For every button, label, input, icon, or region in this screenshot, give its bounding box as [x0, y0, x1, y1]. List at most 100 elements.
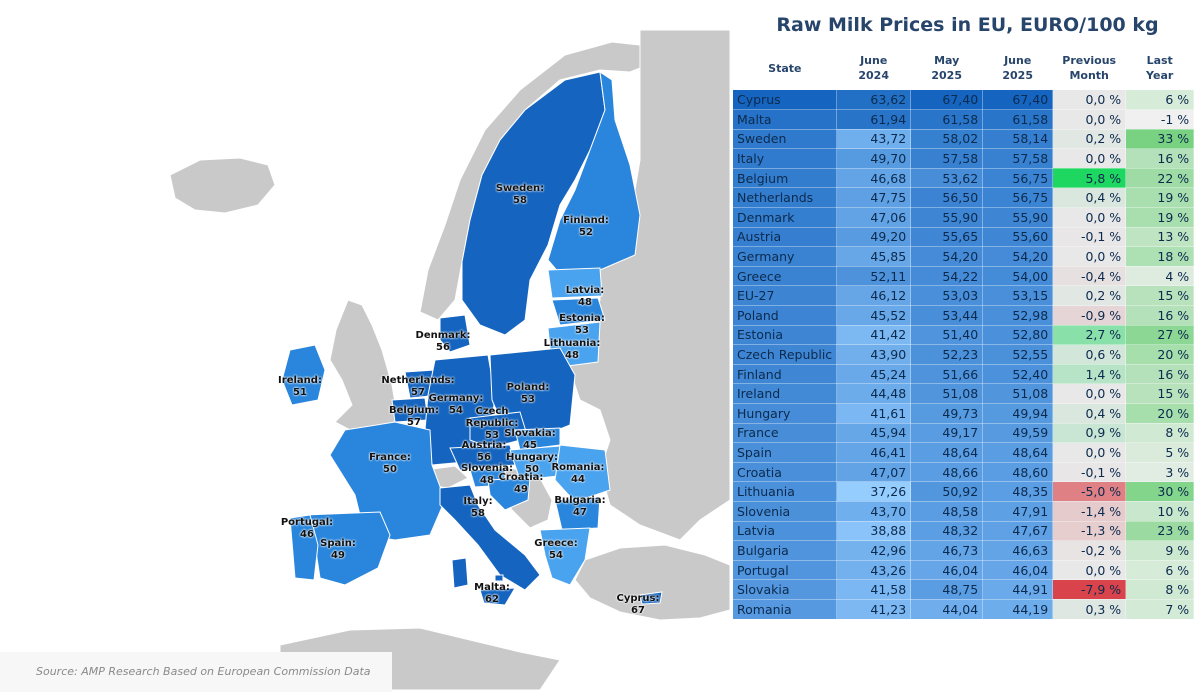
map-label-value: 57: [411, 387, 425, 398]
header-previous-month: Previous Month: [1052, 46, 1126, 90]
map-label-value: 49: [331, 550, 345, 561]
sardinia-shape: [451, 557, 469, 589]
cell-state: Slovakia: [733, 579, 838, 600]
cell-may2025: 55,90: [910, 207, 984, 228]
cell-state: Hungary: [733, 403, 838, 424]
map-label-germany: Germany: 54: [429, 393, 484, 417]
map-label-czech-republic: Czech Republic: 53: [466, 406, 519, 442]
cell-june2025: 57,58: [982, 148, 1054, 169]
table-row: Finland 45,24 51,66 52,40 1,4 % 16 %: [733, 364, 1195, 385]
map-label-sweden: Sweden: 58: [496, 183, 544, 207]
cell-last-year: 5 %: [1125, 442, 1195, 463]
map-label-name: Finland:: [563, 215, 609, 226]
cell-june2025: 52,98: [982, 305, 1054, 326]
table-row: Romania 41,23 44,04 44,19 0,3 % 7 %: [733, 599, 1195, 620]
cell-last-year: 16 %: [1125, 364, 1195, 385]
cell-prev-month: 0,2 %: [1052, 129, 1127, 150]
cell-last-year: 27 %: [1125, 325, 1195, 346]
cell-last-year: 6 %: [1125, 560, 1195, 581]
cell-june2024: 41,23: [836, 599, 912, 620]
price-table: State June 2024 May 2025 June 2025 Previous…: [733, 46, 1195, 620]
map-label-value: 52: [579, 227, 593, 238]
table-row: Poland 45,52 53,44 52,98 -0,9 % 16 %: [733, 305, 1195, 326]
map-label-value: 57: [407, 417, 421, 428]
bulgaria-shape: [554, 496, 601, 531]
cell-june2024: 63,62: [836, 90, 912, 111]
table-row: Latvia 38,88 48,32 47,67 -1,3 % 23 %: [733, 521, 1195, 542]
map-label-value: 48: [565, 350, 579, 361]
cell-may2025: 51,08: [910, 383, 984, 404]
cell-prev-month: -1,4 %: [1052, 501, 1127, 522]
cell-state: Greece: [733, 266, 838, 287]
cell-may2025: 48,58: [910, 501, 984, 522]
map-label-value: 53: [521, 394, 535, 405]
map-label-name: Slovenia:: [460, 463, 514, 474]
cell-last-year: 13 %: [1125, 227, 1195, 248]
map-label-name: Spain:: [320, 538, 356, 549]
cell-june2024: 61,94: [836, 109, 912, 130]
estonia-shape: [551, 297, 606, 326]
table-row: France 45,94 49,17 49,59 0,9 % 8 %: [733, 423, 1195, 444]
iceland-shape: [169, 157, 276, 214]
map-label-name: Croatia:: [498, 472, 544, 483]
cell-prev-month: -0,4 %: [1052, 266, 1127, 287]
header-may-2025: May 2025: [910, 46, 983, 90]
uk-shape: [329, 299, 399, 431]
cell-state: Italy: [733, 148, 838, 169]
table-row: Lithuania 37,26 50,92 48,35 -5,0 % 30 %: [733, 481, 1195, 502]
cell-state: Denmark: [733, 207, 838, 228]
map-label-name: Romania:: [551, 462, 605, 473]
header-june-2025: June 2025: [982, 46, 1053, 90]
cell-may2025: 52,23: [910, 344, 984, 365]
map-label-value: 54: [549, 550, 563, 561]
cell-state: Lithuania: [733, 481, 838, 502]
map-label-value: 49: [514, 484, 528, 495]
map-label-name: Estonia:: [559, 313, 605, 324]
cell-last-year: 33 %: [1125, 129, 1195, 150]
cell-may2025: 56,50: [910, 187, 984, 209]
cell-last-year: 19 %: [1125, 207, 1195, 228]
map-label-finland: Finland: 52: [563, 215, 609, 239]
map-label-value: 48: [578, 297, 592, 308]
cell-may2025: 46,73: [910, 540, 984, 561]
cell-june2024: 46,68: [836, 168, 912, 189]
ireland-shape: [281, 344, 326, 406]
cell-prev-month: 0,4 %: [1052, 403, 1127, 424]
cell-prev-month: 0,0 %: [1052, 383, 1127, 404]
cell-may2025: 53,44: [910, 305, 984, 326]
cell-last-year: 9 %: [1125, 540, 1195, 561]
cell-june2024: 43,72: [836, 129, 912, 150]
map-label-name: Ireland:: [278, 375, 322, 386]
cell-last-year: 8 %: [1125, 423, 1195, 444]
cell-june2025: 52,80: [982, 325, 1054, 346]
turkey-shape: [574, 544, 730, 621]
cell-june2024: 43,90: [836, 344, 912, 365]
cell-state: Ireland: [733, 383, 838, 404]
cell-may2025: 51,66: [910, 364, 984, 385]
map-label-lithuania: Lithuania: 48: [544, 338, 601, 362]
cell-june2025: 52,55: [982, 344, 1054, 365]
cell-last-year: 8 %: [1125, 579, 1195, 600]
cell-june2025: 46,63: [982, 540, 1054, 561]
map-label-value: 56: [436, 342, 450, 353]
cell-state: Latvia: [733, 521, 838, 542]
cell-june2024: 46,41: [836, 442, 912, 463]
cell-last-year: 16 %: [1125, 305, 1195, 326]
map-label-value: 54: [449, 405, 463, 416]
map-label-cyprus: Cyprus: 67: [616, 593, 659, 617]
map-label-hungary: Hungary: 50: [506, 452, 558, 476]
map-label-name: Latvia:: [565, 285, 605, 296]
cell-last-year: -1 %: [1125, 109, 1195, 130]
croatia-shape: [487, 477, 531, 511]
cell-prev-month: -1,3 %: [1052, 521, 1127, 542]
map-label-latvia: Latvia: 48: [566, 285, 605, 309]
italy-shape: [439, 484, 541, 591]
cell-june2025: 55,90: [982, 207, 1054, 228]
cell-last-year: 3 %: [1125, 462, 1195, 483]
cell-may2025: 48,32: [910, 521, 984, 542]
cell-may2025: 48,75: [910, 579, 984, 600]
map-label-spain: Spain: 49: [320, 538, 356, 562]
cell-june2024: 45,52: [836, 305, 912, 326]
table-row: Ireland 44,48 51,08 51,08 0,0 % 15 %: [733, 383, 1195, 404]
cell-may2025: 48,64: [910, 442, 984, 463]
